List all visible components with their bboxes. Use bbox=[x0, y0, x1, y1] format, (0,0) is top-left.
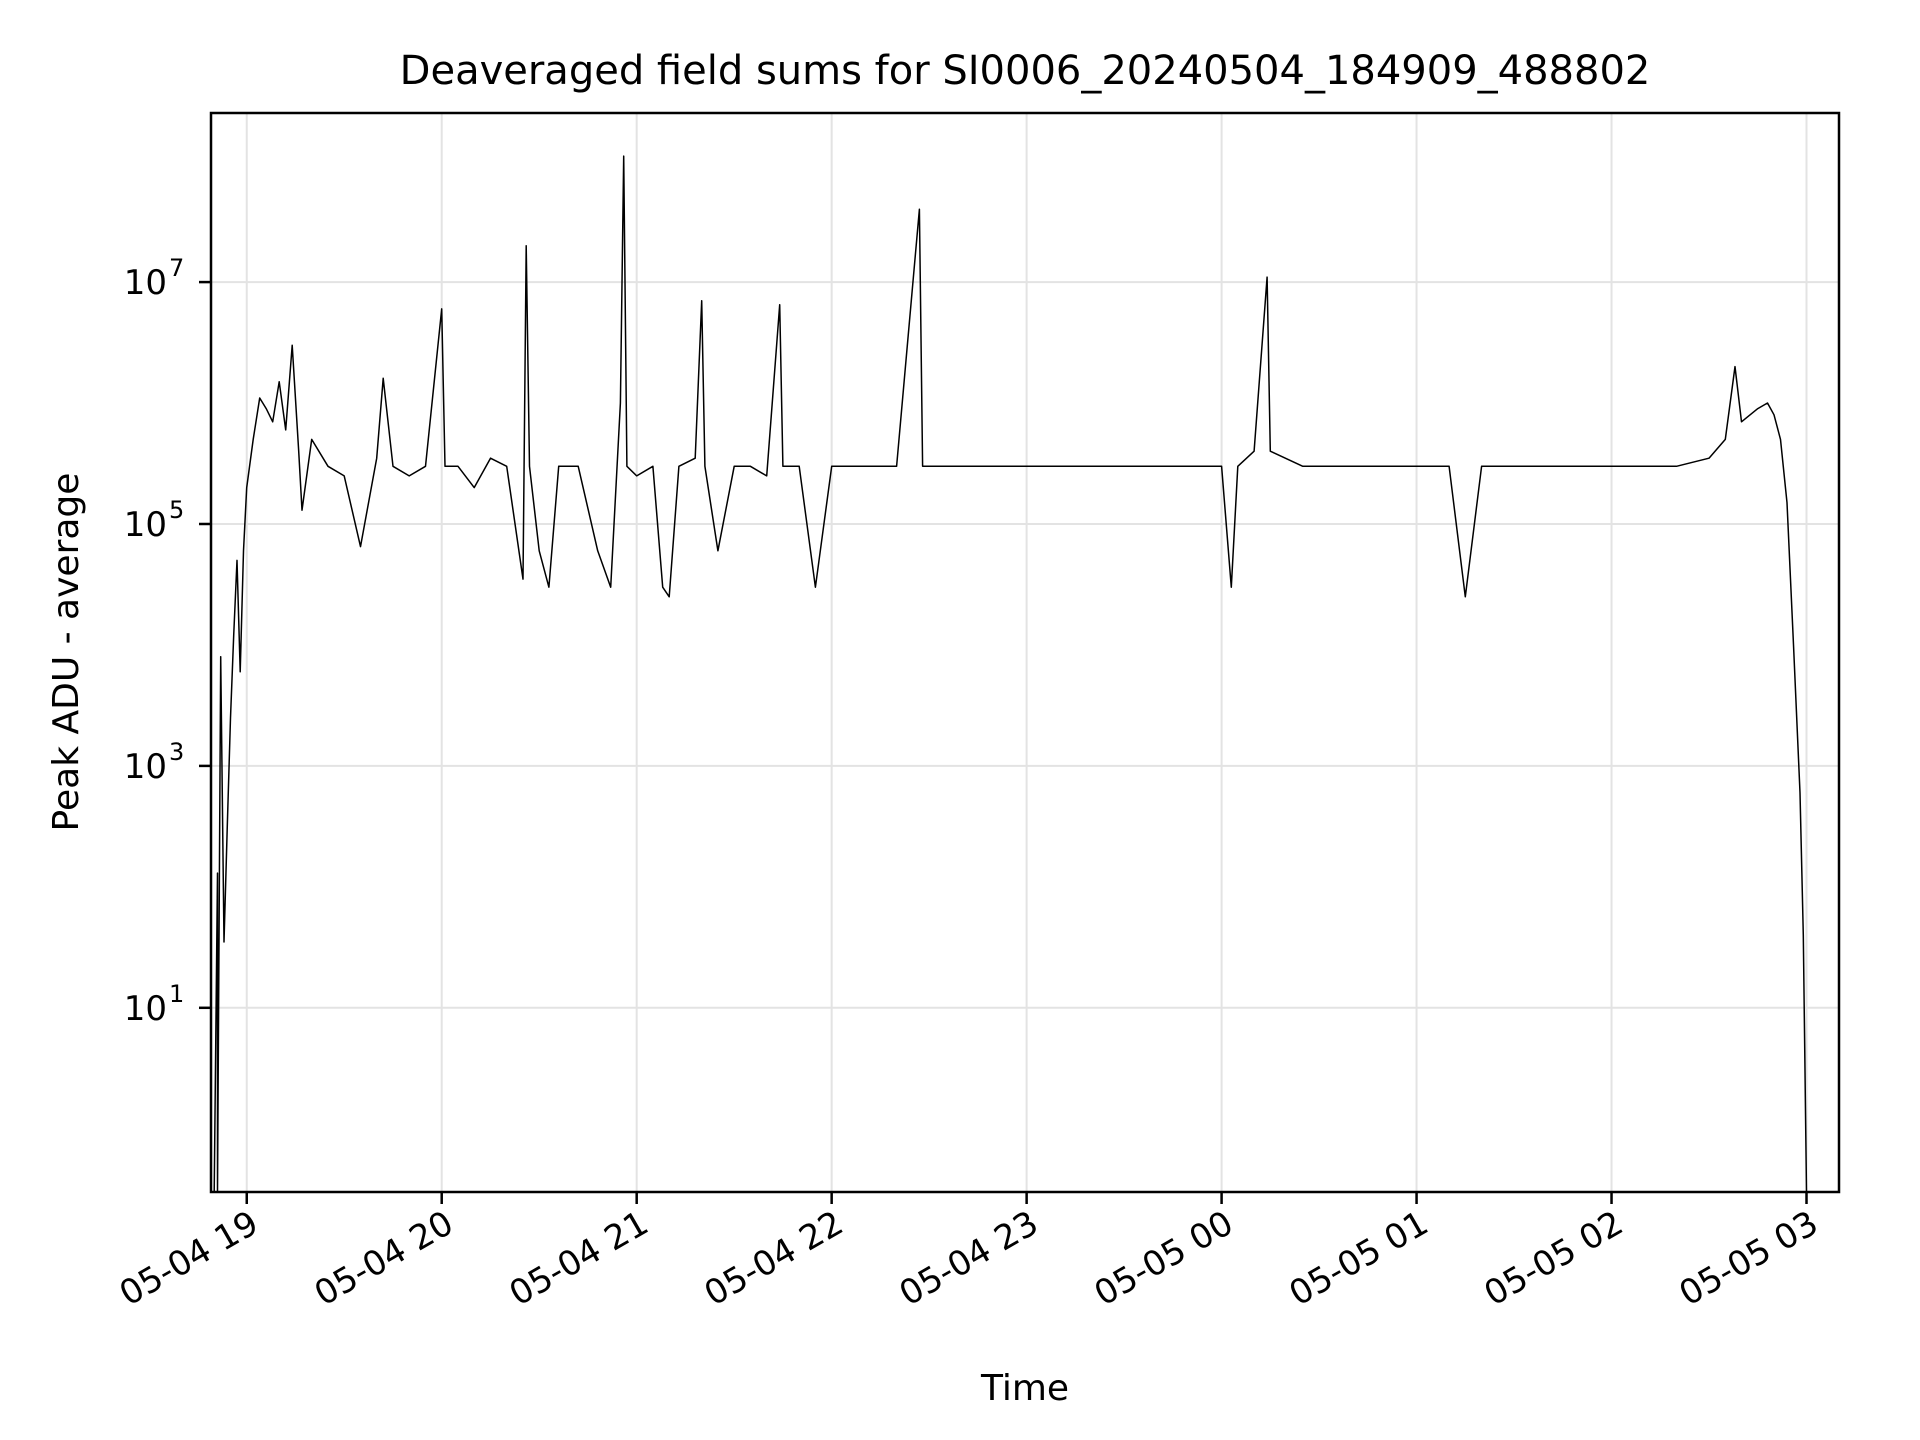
series-line bbox=[213, 155, 1808, 1193]
x-axis-label: Time bbox=[980, 1368, 1069, 1409]
chart-title: Deaveraged field sums for SI0006_2024050… bbox=[400, 48, 1651, 94]
y-tick-label: 10 bbox=[124, 263, 167, 303]
y-tick-exponent: 7 bbox=[169, 254, 184, 282]
y-tick-label: 10 bbox=[124, 989, 167, 1029]
y-tick-exponent: 1 bbox=[169, 980, 184, 1008]
plot-area bbox=[213, 155, 1808, 1193]
y-tick-exponent: 3 bbox=[169, 738, 184, 766]
y-tick-label: 10 bbox=[124, 505, 167, 545]
plot-frame bbox=[209, 111, 1841, 1194]
grid-lines bbox=[211, 113, 1839, 1192]
y-axis-label: Peak ADU - average bbox=[46, 473, 87, 832]
y-tick-exponent: 5 bbox=[169, 496, 184, 524]
y-tick-label: 10 bbox=[124, 747, 167, 787]
